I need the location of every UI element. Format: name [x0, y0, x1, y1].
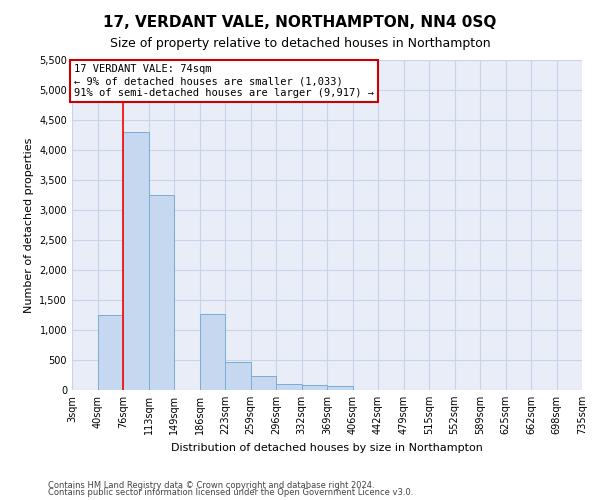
Text: Contains public sector information licensed under the Open Government Licence v3: Contains public sector information licen… [48, 488, 413, 497]
Bar [276, 384, 302, 390]
Bar [225, 362, 251, 390]
X-axis label: Distribution of detached houses by size in Northampton: Distribution of detached houses by size … [171, 442, 483, 452]
Y-axis label: Number of detached properties: Number of detached properties [24, 138, 34, 312]
Bar [123, 132, 149, 390]
Text: Size of property relative to detached houses in Northampton: Size of property relative to detached ho… [110, 38, 490, 51]
Bar [149, 195, 174, 390]
Bar [251, 376, 276, 390]
Bar [327, 386, 353, 390]
Text: Contains HM Land Registry data © Crown copyright and database right 2024.: Contains HM Land Registry data © Crown c… [48, 480, 374, 490]
Text: 17, VERDANT VALE, NORTHAMPTON, NN4 0SQ: 17, VERDANT VALE, NORTHAMPTON, NN4 0SQ [103, 15, 497, 30]
Bar [302, 384, 327, 390]
Bar [199, 314, 225, 390]
Text: 17 VERDANT VALE: 74sqm
← 9% of detached houses are smaller (1,033)
91% of semi-d: 17 VERDANT VALE: 74sqm ← 9% of detached … [74, 64, 374, 98]
Bar [97, 315, 123, 390]
